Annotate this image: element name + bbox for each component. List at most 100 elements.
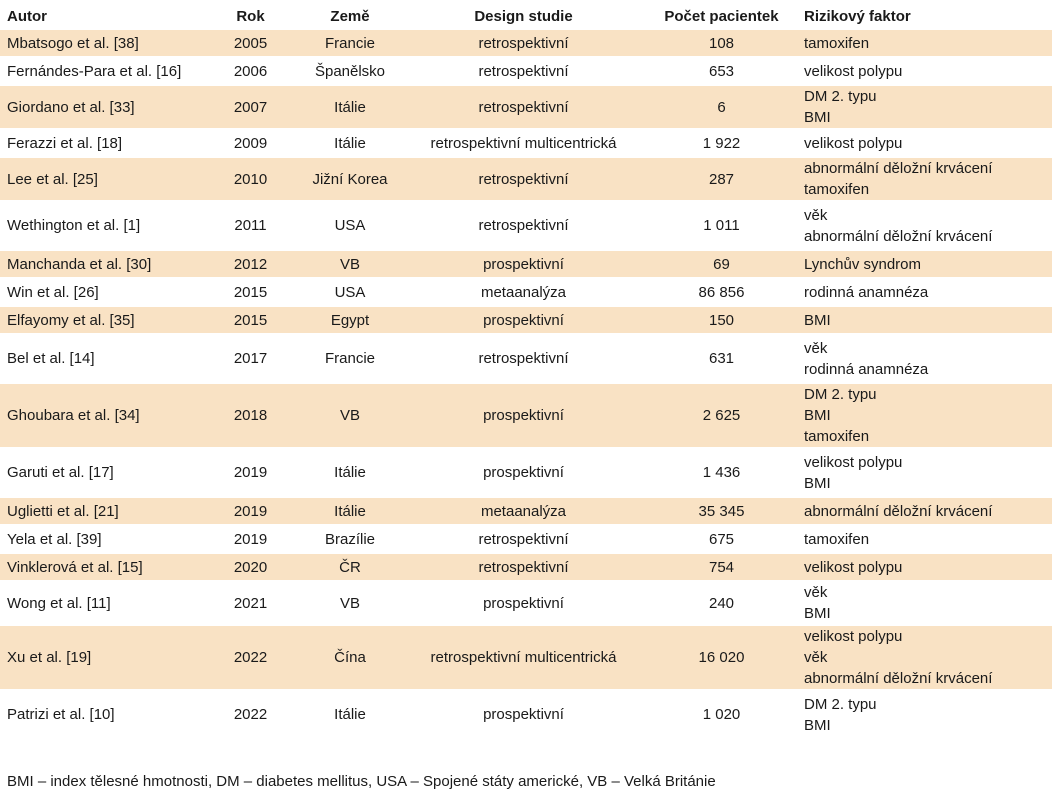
risk-factor-item: velikost polypu xyxy=(804,558,903,576)
cell-autor: Wethington et al. [1] xyxy=(0,200,203,249)
studies-table: Autor Rok Země Design studie Počet pacie… xyxy=(0,4,1052,738)
header-design: Design studie xyxy=(402,4,645,28)
risk-factor-item: abnormální děložní krvácení xyxy=(804,502,993,520)
risk-factor-item: DM 2. typu xyxy=(804,386,877,403)
cell-rok: 2019 xyxy=(203,524,298,552)
cell-rizikovy-faktor: tamoxifen xyxy=(798,524,1052,552)
header-row: Autor Rok Země Design studie Počet pacie… xyxy=(0,4,1052,28)
cell-zeme: USA xyxy=(298,277,402,305)
cell-design: prospektivní xyxy=(402,249,645,277)
cell-zeme: VB xyxy=(298,382,402,447)
cell-autor: Uglietti et al. [21] xyxy=(0,496,203,524)
risk-factor-item: rodinná anamnéza xyxy=(804,283,929,301)
risk-factor-item: BMI xyxy=(804,109,831,126)
cell-zeme: Itálie xyxy=(298,447,402,496)
table-row: Vinklerová et al. [15] 2020 ČR retrospektiv… xyxy=(0,552,1052,580)
header-zeme: Země xyxy=(298,4,402,28)
risk-factor-item: tamoxifen xyxy=(804,34,870,52)
cell-rizikovy-faktor: DM 2. typu BMI xyxy=(798,84,1052,128)
cell-rizikovy-faktor: velikost polypu xyxy=(798,552,1052,580)
cell-rok: 2009 xyxy=(203,128,298,156)
table-row: Xu et al. [19] 2022 Čína retrospektivní mul… xyxy=(0,624,1052,689)
cell-zeme: Jižní Korea xyxy=(298,156,402,200)
table-body: Mbatsogo et al. [38] 2005 Francie retrospek… xyxy=(0,28,1052,738)
table-row: Giordano et al. [33] 2007 Itálie retrospekt… xyxy=(0,84,1052,128)
cell-design: retrospektivní xyxy=(402,552,645,580)
cell-rok: 2017 xyxy=(203,333,298,382)
table-row: Ferazzi et al. [18] 2009 Itálie retrospekti… xyxy=(0,128,1052,156)
cell-pocet: 240 xyxy=(645,580,798,624)
cell-pocet: 35 345 xyxy=(645,496,798,524)
cell-design: metaanalýza xyxy=(402,496,645,524)
cell-design: prospektivní xyxy=(402,447,645,496)
cell-zeme: Brazílie xyxy=(298,524,402,552)
cell-autor: Manchanda et al. [30] xyxy=(0,249,203,277)
table-row: Wong et al. [11] 2021 VB prospektivní 240 věk… xyxy=(0,580,1052,624)
cell-rizikovy-faktor: rodinná anamnéza xyxy=(798,277,1052,305)
cell-zeme: Čína xyxy=(298,624,402,689)
cell-rizikovy-faktor: věk abnormální děložní krvácení xyxy=(798,200,1052,249)
table-row: Lee et al. [25] 2010 Jižní Korea retrospekt… xyxy=(0,156,1052,200)
cell-autor: Elfayomy et al. [35] xyxy=(0,305,203,333)
cell-pocet: 150 xyxy=(645,305,798,333)
cell-rizikovy-faktor: velikost polypu xyxy=(798,56,1052,84)
cell-rok: 2015 xyxy=(203,277,298,305)
cell-pocet: 1 922 xyxy=(645,128,798,156)
risk-factor-item: velikost polypu xyxy=(804,453,903,471)
cell-rizikovy-faktor: abnormální děložní krvácení xyxy=(798,496,1052,524)
cell-autor: Win et al. [26] xyxy=(0,277,203,305)
cell-autor: Xu et al. [19] xyxy=(0,624,203,689)
risk-factor-item: BMI xyxy=(804,605,831,622)
cell-zeme: USA xyxy=(298,200,402,249)
cell-pocet: 69 xyxy=(645,249,798,277)
table-row: Wethington et al. [1] 2011 USA retrospektiv… xyxy=(0,200,1052,249)
cell-autor: Vinklerová et al. [15] xyxy=(0,552,203,580)
risk-factor-item: věk xyxy=(804,339,828,357)
cell-autor: Wong et al. [11] xyxy=(0,580,203,624)
cell-rok: 2006 xyxy=(203,56,298,84)
cell-rizikovy-faktor: BMI xyxy=(798,305,1052,333)
cell-autor: Yela et al. [39] xyxy=(0,524,203,552)
table-row: Fernándes-Para et al. [16] 2006 Španělsko r… xyxy=(0,56,1052,84)
header-rizikovy-faktor: Rizikový faktor xyxy=(798,4,1052,28)
cell-design: retrospektivní xyxy=(402,156,645,200)
cell-design: prospektivní xyxy=(402,382,645,447)
risk-factor-item: abnormální děložní krvácení xyxy=(804,160,993,177)
cell-design: prospektivní xyxy=(402,689,645,738)
risk-factor-item: tamoxifen xyxy=(804,428,870,445)
cell-rok: 2022 xyxy=(203,624,298,689)
cell-rizikovy-faktor: velikost polypu věk abnormální děložní krv… xyxy=(798,624,1052,689)
table-row: Manchanda et al. [30] 2012 VB prospektivní 6… xyxy=(0,249,1052,277)
cell-pocet: 631 xyxy=(645,333,798,382)
cell-pocet: 287 xyxy=(645,156,798,200)
table-row: Garuti et al. [17] 2019 Itálie prospektivní… xyxy=(0,447,1052,496)
cell-design: prospektivní xyxy=(402,580,645,624)
cell-rok: 2019 xyxy=(203,496,298,524)
cell-rizikovy-faktor: velikost polypu xyxy=(798,128,1052,156)
cell-zeme: Španělsko xyxy=(298,56,402,84)
cell-design: retrospektivní xyxy=(402,28,645,56)
cell-rizikovy-faktor: DM 2. typu BMI tamoxifen xyxy=(798,382,1052,447)
cell-rizikovy-faktor: velikost polypu BMI xyxy=(798,447,1052,496)
risk-factor-item: abnormální děložní krvácení xyxy=(804,670,993,687)
cell-zeme: Itálie xyxy=(298,689,402,738)
header-pocet: Počet pacientek xyxy=(645,4,798,28)
cell-design: retrospektivní xyxy=(402,333,645,382)
cell-rok: 2022 xyxy=(203,689,298,738)
risk-factor-item: tamoxifen xyxy=(804,181,870,198)
cell-pocet: 6 xyxy=(645,84,798,128)
header-autor: Autor xyxy=(0,4,203,28)
cell-pocet: 1 436 xyxy=(645,447,798,496)
cell-zeme: ČR xyxy=(298,552,402,580)
cell-autor: Ferazzi et al. [18] xyxy=(0,128,203,156)
risk-factor-item: věk xyxy=(804,206,828,224)
cell-rizikovy-faktor: abnormální děložní krvácení tamoxifen xyxy=(798,156,1052,200)
cell-autor: Giordano et al. [33] xyxy=(0,84,203,128)
table-header: Autor Rok Země Design studie Počet pacie… xyxy=(0,4,1052,28)
cell-rok: 2015 xyxy=(203,305,298,333)
cell-zeme: Egypt xyxy=(298,305,402,333)
risk-factor-item: věk xyxy=(804,584,828,601)
cell-rizikovy-faktor: Lynchův syndrom xyxy=(798,249,1052,277)
cell-rizikovy-faktor: DM 2. typu BMI xyxy=(798,689,1052,738)
